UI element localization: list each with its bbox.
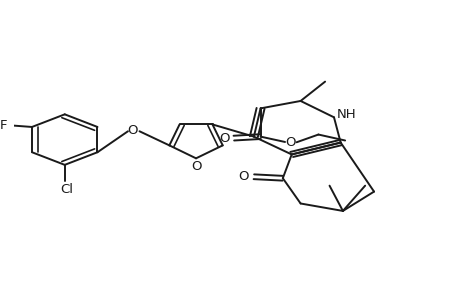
Text: Cl: Cl — [60, 183, 73, 196]
Text: O: O — [127, 124, 137, 137]
Text: O: O — [285, 136, 296, 149]
Text: O: O — [238, 170, 248, 183]
Text: O: O — [219, 132, 230, 145]
Text: F: F — [0, 119, 7, 132]
Text: O: O — [190, 160, 201, 173]
Text: NH: NH — [336, 108, 355, 121]
